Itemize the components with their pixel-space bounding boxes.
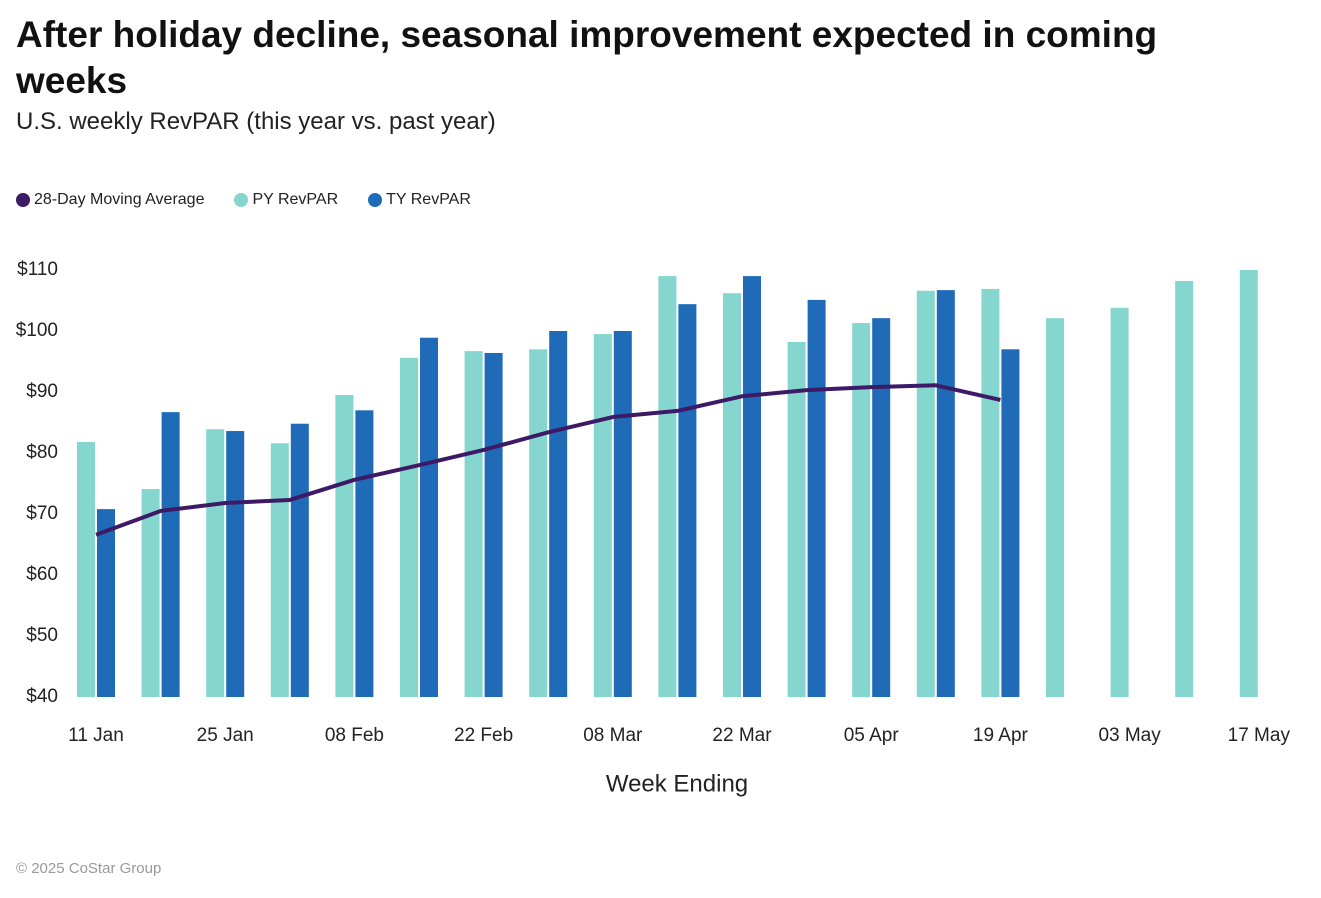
y-tick-label: $110 xyxy=(17,259,58,280)
footer: © 2025 CoStar Group xyxy=(16,860,162,877)
bar xyxy=(723,293,741,697)
bar xyxy=(1110,307,1129,697)
x-tick-label: 05 Apr xyxy=(844,725,900,746)
bar xyxy=(613,331,632,697)
bar xyxy=(141,488,160,697)
bar xyxy=(1001,349,1020,697)
bar xyxy=(872,318,891,697)
bar xyxy=(916,290,935,697)
bar xyxy=(1239,270,1258,697)
x-tick-label: 25 Jan xyxy=(197,725,254,746)
x-tick-label: 22 Mar xyxy=(712,725,772,746)
x-tick-label: 08 Feb xyxy=(325,725,384,746)
bar xyxy=(1046,318,1064,697)
bar xyxy=(464,351,483,697)
x-tick-label: 17 May xyxy=(1228,725,1291,746)
y-tick-label: $70 xyxy=(26,503,58,524)
line xyxy=(95,383,1001,537)
bar xyxy=(206,429,225,697)
bar xyxy=(529,349,548,697)
bar xyxy=(787,341,806,697)
bar xyxy=(161,412,180,697)
x-tick-label: 08 Mar xyxy=(583,725,643,746)
bar xyxy=(936,290,955,697)
bar xyxy=(270,443,289,697)
bar xyxy=(290,423,309,697)
bar xyxy=(400,357,418,697)
y-tick-label: $90 xyxy=(26,381,58,402)
bar xyxy=(678,304,697,697)
bar xyxy=(355,410,374,697)
bar xyxy=(335,395,354,697)
y-tick-label: $40 xyxy=(26,686,58,707)
bar xyxy=(484,352,503,697)
chart-subtitle: U.S. weekly RevPAR (this year vs. past y… xyxy=(16,108,496,135)
bar xyxy=(1175,280,1194,697)
legend-item: PY RevPAR xyxy=(234,191,338,209)
bar xyxy=(226,431,245,697)
bar xyxy=(77,442,95,697)
x-tick-label: 03 May xyxy=(1098,725,1161,746)
legend-item: TY RevPAR xyxy=(368,191,471,209)
y-tick-label: $100 xyxy=(16,320,58,341)
legend-item: 28-Day Moving Average xyxy=(16,191,204,209)
bar xyxy=(807,299,826,697)
bar xyxy=(549,331,568,697)
legend-swatch xyxy=(16,193,30,207)
bar xyxy=(593,334,612,697)
x-tick-label: 22 Feb xyxy=(454,725,513,746)
legend-label: 28-Day Moving Average xyxy=(34,191,205,208)
bar xyxy=(852,323,871,697)
x-axis-title: Week Ending xyxy=(606,770,748,797)
legend-label: PY RevPAR xyxy=(252,191,339,208)
x-tick-label: 11 Jan xyxy=(68,725,124,746)
bar xyxy=(420,337,438,697)
legend-swatch xyxy=(234,193,249,207)
legend-label: TY RevPAR xyxy=(386,191,471,208)
y-tick-label: $80 xyxy=(26,442,58,463)
bar xyxy=(97,509,115,697)
y-tick-label: $50 xyxy=(26,625,58,646)
bar xyxy=(658,276,677,697)
legend: 28-Day Moving Average PY RevPAR TY RevPAR xyxy=(16,191,471,209)
x-tick-label: 19 Apr xyxy=(973,725,1029,746)
bar xyxy=(743,276,761,697)
bar xyxy=(981,288,1000,697)
legend-swatch xyxy=(368,193,383,207)
chart-title: After holiday decline, seasonal improvem… xyxy=(16,14,1158,101)
y-tick-label: $60 xyxy=(26,564,58,585)
